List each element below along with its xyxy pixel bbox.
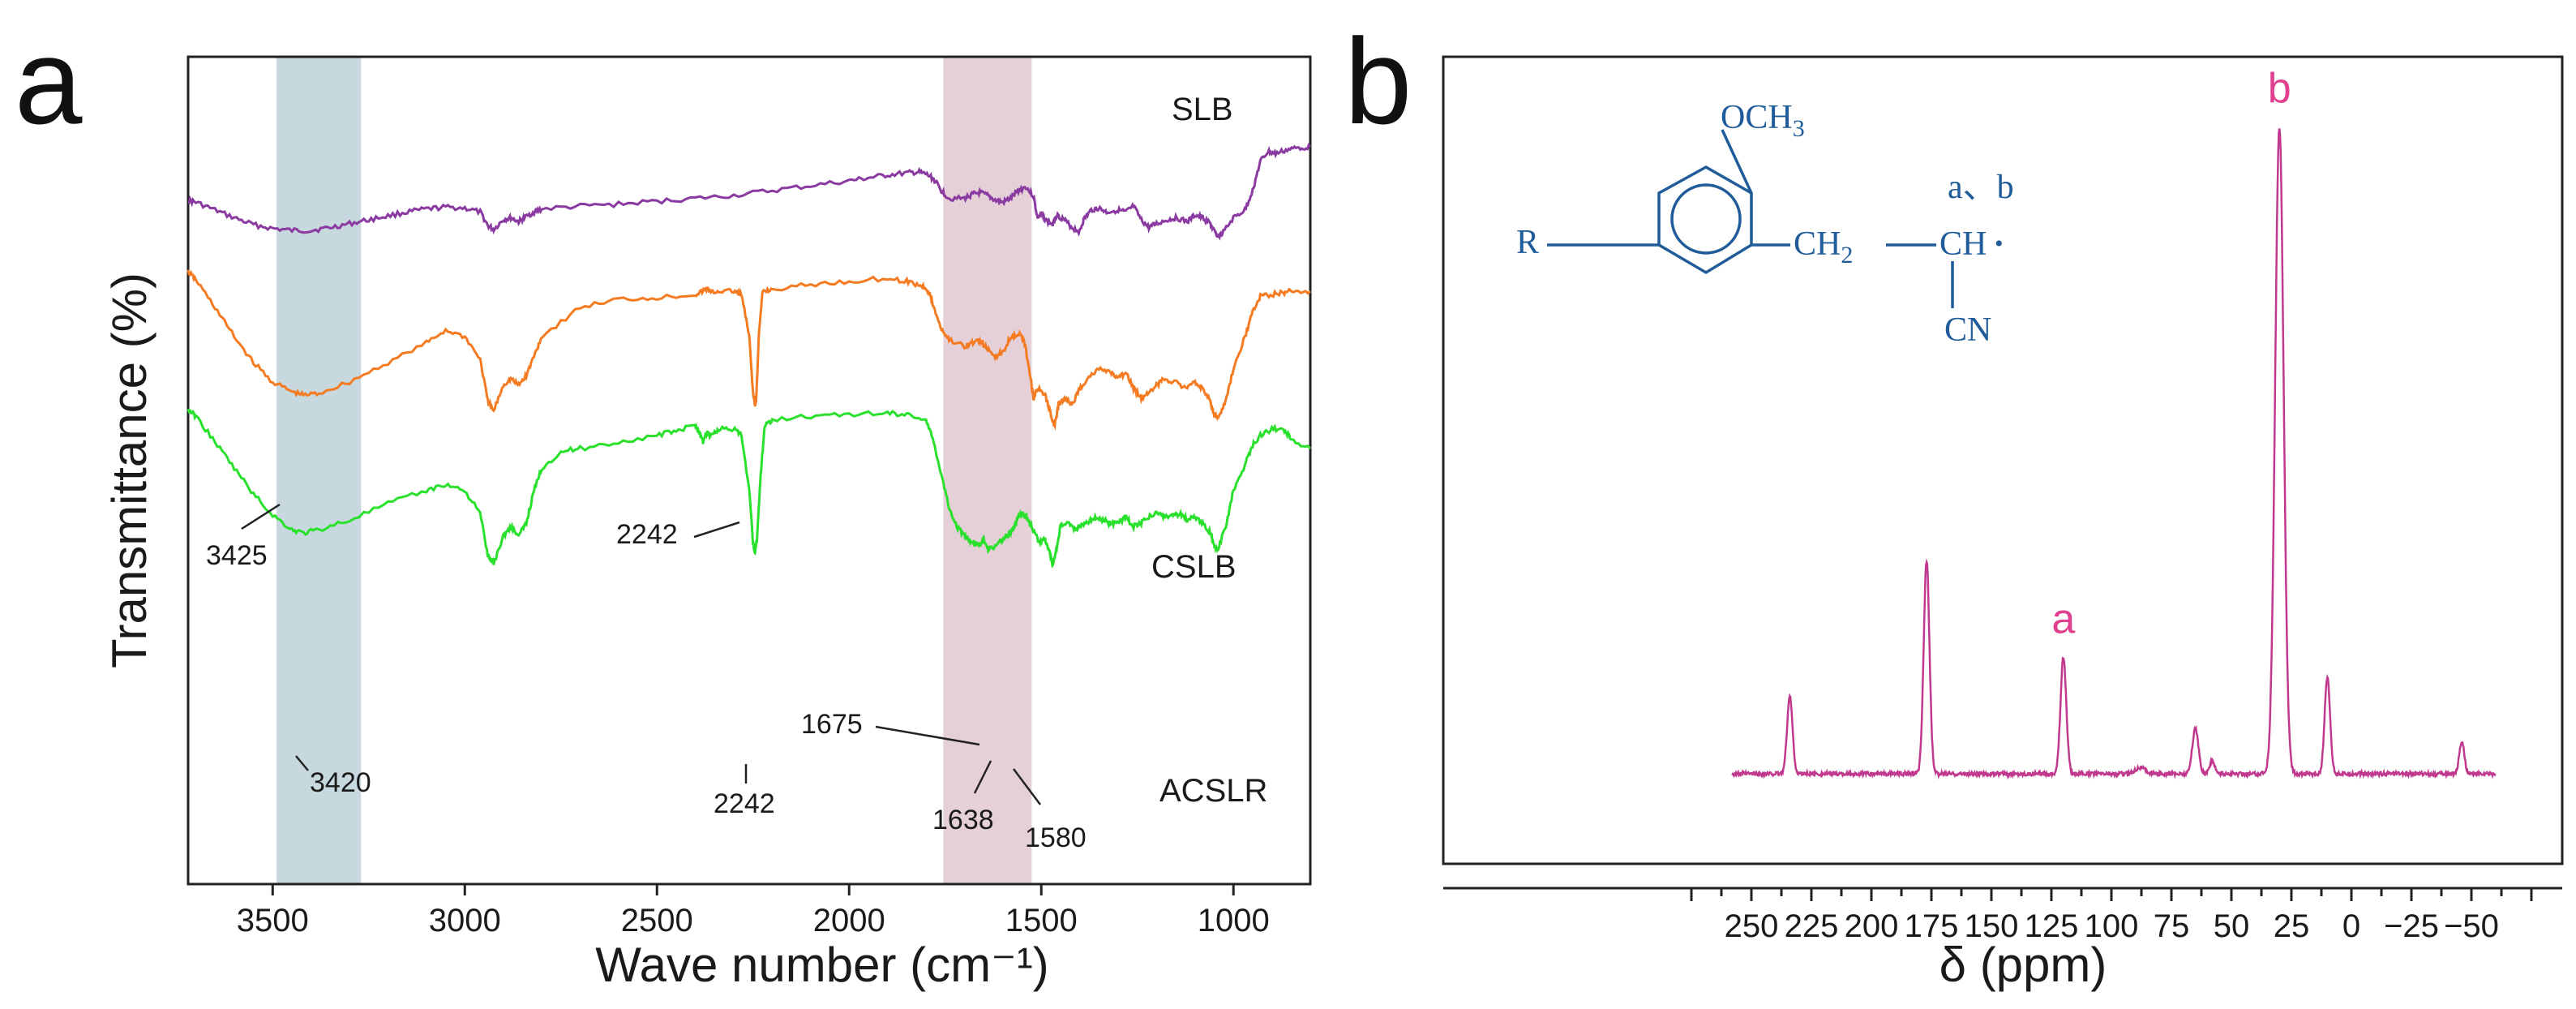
methoxy-subscript: 3 <box>1793 115 1805 142</box>
annotation-3420: 3420 <box>310 767 371 798</box>
highlight-bands <box>276 57 1032 884</box>
series-label-acslr: ACSLR <box>1159 773 1267 809</box>
panel-a-ftir: a SLB CSLB ACSLR 3425 2242 2242 3420 167… <box>15 13 1312 992</box>
leader-1580 <box>1013 768 1041 805</box>
bond-methoxy <box>1721 129 1753 194</box>
nmr-x-tick-label-25: 25 <box>2274 908 2310 944</box>
leader-1675 <box>875 725 980 746</box>
series-label-slb: SLB <box>1172 92 1233 127</box>
ftir-x-tick-label-2500: 2500 <box>621 903 693 938</box>
radical-dot: • <box>1995 230 2004 257</box>
ch2-label: CH2 <box>1794 225 1853 268</box>
ftir-x-tick-label-1500: 1500 <box>1005 903 1078 938</box>
leader-3425 <box>241 503 281 530</box>
nmr-series-group <box>1731 128 2497 780</box>
chemical-structure <box>1547 129 1954 308</box>
highlight-band-1 <box>276 57 362 884</box>
leader-2242-cslb <box>693 521 740 539</box>
nmr-x-tick-label-125: 125 <box>2025 908 2079 944</box>
nmr-x-tick-label-225: 225 <box>1785 908 1839 944</box>
ftir-x-axis-title: Wave number (cm⁻¹) <box>595 938 1049 992</box>
ftir-x-tick-label-1000: 1000 <box>1198 903 1270 938</box>
highlight-band-2 <box>943 57 1032 884</box>
nmr-x-tick-label-200: 200 <box>1845 908 1899 944</box>
annotation-2242-cslb: 2242 <box>616 519 678 550</box>
ftir-x-tick-label-2000: 2000 <box>813 903 885 938</box>
panel-a-label: a <box>15 13 83 149</box>
nmr-x-tick-label-0: 0 <box>2342 908 2360 944</box>
annotation-1675: 1675 <box>801 709 863 740</box>
nmr-plot-frame <box>1442 55 2564 865</box>
nmr-x-tick-label--50: −50 <box>2444 908 2499 944</box>
methoxy-text: OCH <box>1721 99 1793 136</box>
ch2-subscript: 2 <box>1841 242 1853 268</box>
ch-label: CH <box>1940 225 1987 263</box>
nmr-peak-labels: ab <box>2051 65 2291 642</box>
nmr-x-tick-label--25: −25 <box>2384 908 2439 944</box>
nmr-spectrum-line <box>1731 128 2497 780</box>
nmr-x-tick-label-250: 250 <box>1725 908 1779 944</box>
nmr-x-tick-label-75: 75 <box>2154 908 2190 944</box>
nmr-peak-label-b: b <box>2268 65 2291 112</box>
nmr-x-tick-label-150: 150 <box>1965 908 2019 944</box>
leader-3420 <box>295 755 309 771</box>
series-line-cslb <box>186 269 1312 432</box>
nmr-x-tick-label-50: 50 <box>2214 908 2250 944</box>
nmr-x-axis-title: δ (ppm) <box>1940 938 2107 992</box>
r-substituent-label: R <box>1516 224 1539 261</box>
nmr-peak-label-a: a <box>2051 595 2075 642</box>
ftir-x-tick-label-3000: 3000 <box>429 903 501 938</box>
series-label-cslb: CSLB <box>1151 549 1237 585</box>
ftir-x-axis: 3500 3000 2500 2000 1500 1000 <box>237 884 1270 938</box>
annotation-3425: 3425 <box>206 540 268 571</box>
methoxy-label: OCH3 <box>1721 99 1805 142</box>
series-line-slb <box>187 142 1312 241</box>
annotation-leaders <box>241 503 1041 805</box>
assignment-label: a、b <box>1948 169 2014 206</box>
panel-b-label: b <box>1344 13 1412 149</box>
annotation-1580: 1580 <box>1025 822 1087 853</box>
nmr-x-axis: 250 225 200 175 150 125 100 75 50 25 0 −25 −50 <box>1443 887 2562 944</box>
annotation-2242-acslr: 2242 <box>714 788 775 819</box>
ch2-text: CH <box>1794 225 1841 263</box>
nmr-x-tick-label-100: 100 <box>2085 908 2139 944</box>
annotation-1638: 1638 <box>932 805 994 835</box>
nmr-x-tick-label-175: 175 <box>1905 908 1959 944</box>
cn-label: CN <box>1944 311 1991 349</box>
panel-b-nmr: b OCH3 R CH2 CH • CN a、b ab 250 225 200 175… <box>1344 13 2564 992</box>
ftir-y-axis-title: Transmittance (%) <box>102 273 156 668</box>
ftir-x-tick-label-3500: 3500 <box>237 903 309 938</box>
benzene-aromatic-circle <box>1670 183 1742 255</box>
ftir-plot-frame <box>186 55 1312 886</box>
ftir-series-group <box>186 142 1312 569</box>
leader-1638 <box>973 760 992 794</box>
series-line-acslr <box>186 408 1312 569</box>
